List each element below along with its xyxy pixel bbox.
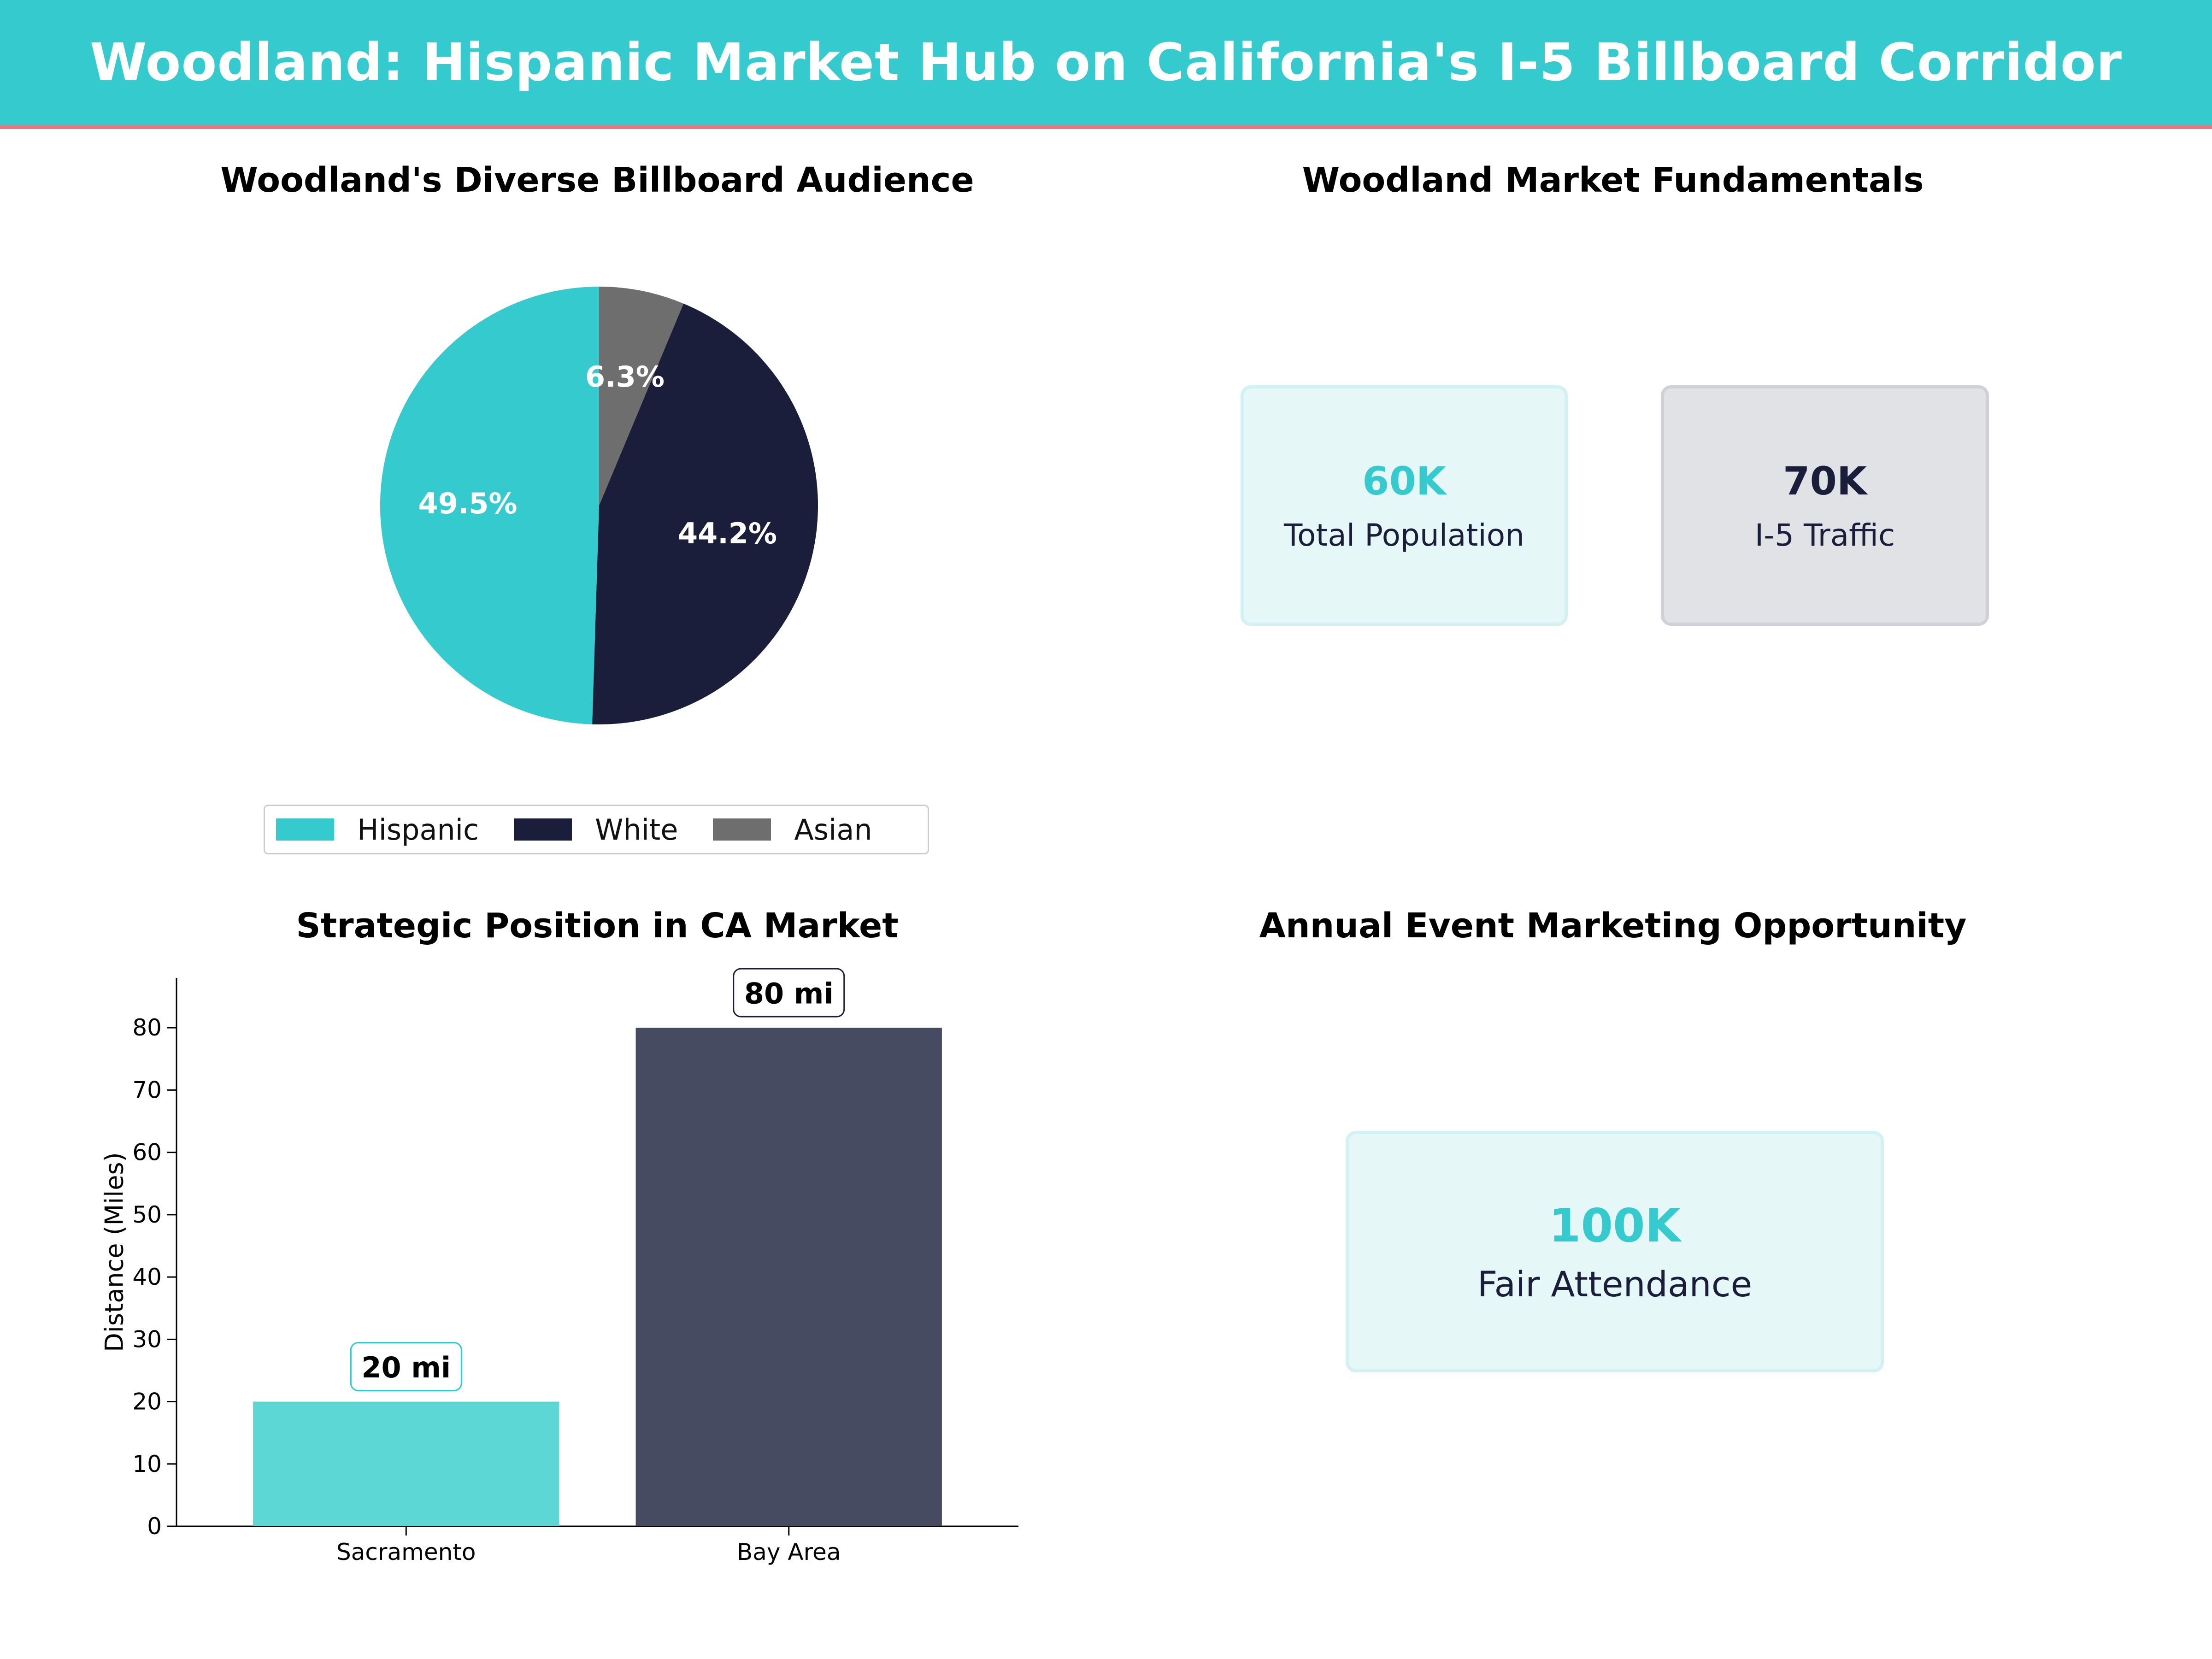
audience-panel-title: Woodland's Diverse Billboard Audience xyxy=(220,160,974,200)
header-banner: Woodland: Hispanic Market Hub on Califor… xyxy=(0,0,2212,129)
bar-sacramento xyxy=(253,1401,559,1526)
distance-bar-chart: 0 10 20 30 40 50 60 70 80 Distance (Miles) Sacrame… xyxy=(100,968,1018,1565)
population-card: 60K Total Population xyxy=(1241,385,1568,626)
y-tick-label: 80 xyxy=(132,1014,162,1041)
y-tick-label: 70 xyxy=(132,1077,162,1103)
y-axis-label: Distance (Miles) xyxy=(100,1152,129,1352)
pie-label-hispanic: 49.5% xyxy=(418,487,517,520)
value-label: 80 mi xyxy=(744,977,834,1011)
legend-swatch xyxy=(514,818,572,841)
legend-item-white: White xyxy=(514,813,678,847)
fundamentals-panel-title: Woodland Market Fundamentals xyxy=(1302,160,1924,200)
y-tick-label: 30 xyxy=(132,1326,162,1353)
pie-slice-white xyxy=(592,303,818,725)
traffic-label: I-5 Traffic xyxy=(1754,517,1895,553)
legend-item-asian: Asian xyxy=(713,813,872,847)
pie-label-asian: 6.3% xyxy=(585,360,665,394)
x-tick-label: Bay Area xyxy=(737,1539,841,1565)
value-label-box xyxy=(733,968,845,1018)
y-tick-label: 40 xyxy=(132,1264,162,1290)
traffic-value: 70K xyxy=(1783,458,1867,504)
y-tick-label: 60 xyxy=(132,1139,162,1166)
legend-item-hispanic: Hispanic xyxy=(276,813,479,847)
fair-attendance-value: 100K xyxy=(1548,1199,1681,1253)
legend-label: Asian xyxy=(794,812,872,847)
event-panel-title: Annual Event Marketing Opportunity xyxy=(1259,906,1967,946)
legend-swatch xyxy=(713,818,771,841)
fair-attendance-card: 100K Fair Attendance xyxy=(1346,1131,1884,1372)
pie-legend: Hispanic White Asian xyxy=(264,805,929,854)
bar-bay-area xyxy=(635,1028,942,1526)
legend-label: Hispanic xyxy=(357,812,479,847)
demographics-pie-chart: 49.5% 44.2% 6.3% xyxy=(380,287,818,725)
pie-slice-asian xyxy=(599,287,684,506)
pie-label-white: 44.2% xyxy=(678,517,777,550)
value-label: 20 mi xyxy=(361,1351,451,1384)
y-tick-label: 20 xyxy=(132,1388,162,1415)
position-panel-title: Strategic Position in CA Market xyxy=(296,906,899,946)
legend-swatch xyxy=(276,818,334,841)
fair-attendance-label: Fair Attendance xyxy=(1477,1264,1753,1305)
y-tick-label: 10 xyxy=(132,1451,162,1477)
value-label-box xyxy=(350,1342,462,1392)
x-tick-label: Sacramento xyxy=(336,1539,476,1565)
traffic-card: 70K I-5 Traffic xyxy=(1661,385,1989,626)
y-tick-label: 0 xyxy=(147,1513,162,1540)
pie-slice-hispanic xyxy=(380,287,599,724)
legend-label: White xyxy=(595,812,678,847)
population-value: 60K xyxy=(1362,458,1446,504)
page-title: Woodland: Hispanic Market Hub on Califor… xyxy=(89,33,2123,93)
population-label: Total Population xyxy=(1284,517,1524,553)
y-tick-label: 50 xyxy=(132,1201,162,1228)
